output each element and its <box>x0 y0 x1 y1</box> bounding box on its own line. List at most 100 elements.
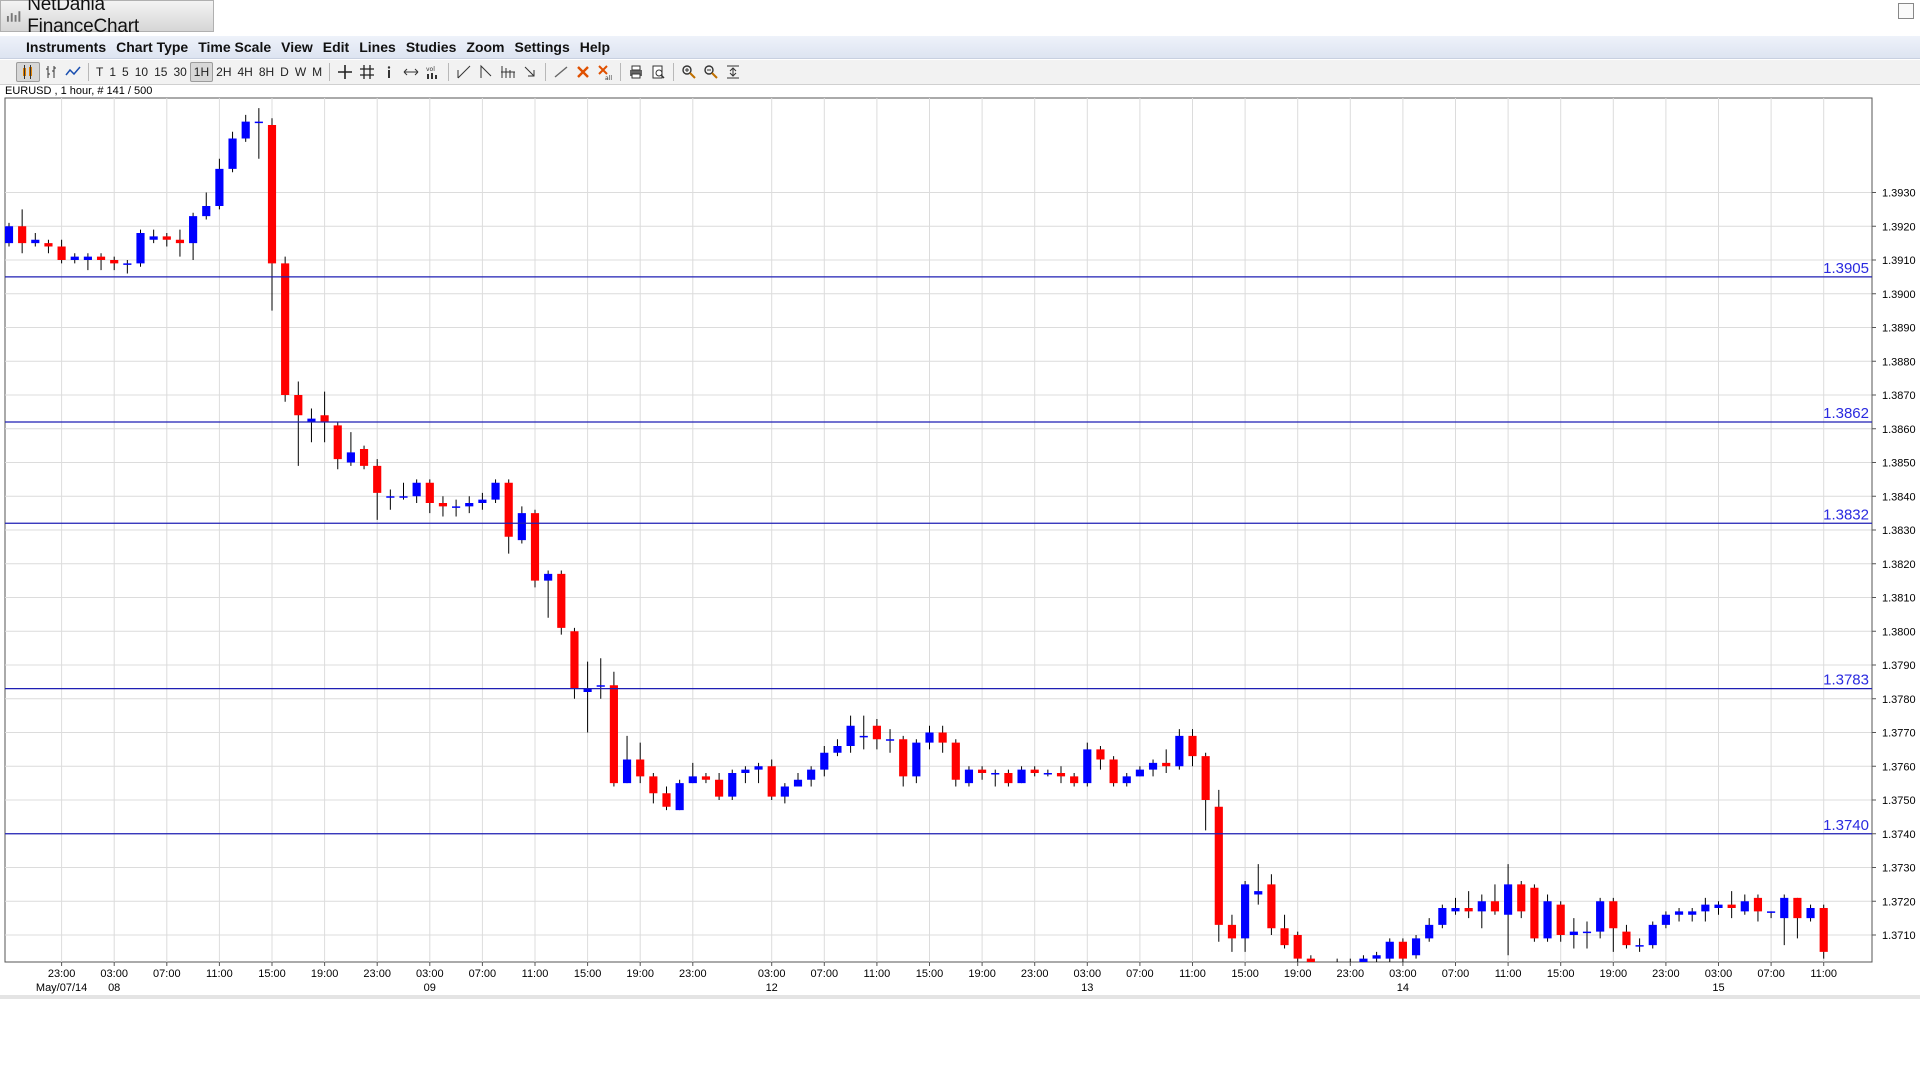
period-d-button[interactable]: D <box>280 65 289 79</box>
candle-down <box>1030 769 1039 773</box>
candle-up <box>622 759 632 784</box>
candle-up <box>1372 955 1381 959</box>
menu-time-scale[interactable]: Time Scale <box>198 39 272 55</box>
candle-up <box>1714 904 1723 908</box>
menu-help[interactable]: Help <box>579 39 611 55</box>
candle-up <box>1582 931 1592 934</box>
period-1h-button[interactable]: 1H <box>189 62 214 82</box>
zoom-out-icon[interactable] <box>700 63 722 81</box>
menu-instruments[interactable]: Instruments <box>26 39 107 55</box>
pan-icon[interactable] <box>400 63 422 81</box>
candle-down <box>1293 935 1302 959</box>
fib-icon[interactable] <box>475 63 497 81</box>
x-tick-label: 07:00 <box>469 968 497 980</box>
candle-up <box>228 138 237 169</box>
candle-up <box>544 573 553 581</box>
menu-settings[interactable]: Settings <box>514 39 570 55</box>
period-15-button[interactable]: 15 <box>154 65 168 79</box>
toolbar-separator <box>545 63 547 81</box>
period-1-button[interactable]: 1 <box>109 65 117 79</box>
candle-down <box>978 769 987 773</box>
y-tick-label: 1.3880 <box>1882 356 1916 368</box>
candle-up <box>202 206 211 217</box>
period-w-button[interactable]: W <box>294 65 307 79</box>
price-chart[interactable]: EURUSD , 1 hour, # 141 / 500 1.3710 1.3720… <box>0 84 1920 1002</box>
fit-icon[interactable] <box>722 63 744 81</box>
candle-down <box>1398 941 1407 959</box>
menu-edit[interactable]: Edit <box>322 39 350 55</box>
candlestick-icon[interactable] <box>16 62 40 82</box>
x-tick-label: 07:00 <box>1757 968 1785 980</box>
candle-up <box>820 752 829 770</box>
menu-lines[interactable]: Lines <box>359 39 396 55</box>
candle-down <box>110 260 119 264</box>
y-tick-label: 1.3890 <box>1882 323 1916 335</box>
x-tick-label: 19:00 <box>1600 968 1628 980</box>
x-tick-label: 19:00 <box>1284 968 1312 980</box>
candle-down <box>18 226 27 244</box>
candle-up <box>465 503 474 507</box>
restore-window-icon[interactable] <box>1898 3 1914 19</box>
menu-view[interactable]: View <box>281 39 313 55</box>
print-icon[interactable] <box>625 63 647 81</box>
period-2h-button[interactable]: 2H <box>216 65 232 79</box>
fan-icon[interactable] <box>497 63 519 81</box>
period-5-button[interactable]: 5 <box>122 65 129 79</box>
candle-down <box>557 573 566 628</box>
candle-down <box>1280 928 1289 946</box>
x-date-label: 12 <box>766 982 778 994</box>
candle-down <box>1727 904 1736 908</box>
period-t-button[interactable]: T <box>96 65 104 79</box>
trendline-icon[interactable] <box>453 63 475 81</box>
candle-up <box>136 233 145 264</box>
candle-up <box>83 256 92 260</box>
period-4h-button[interactable]: 4H <box>237 65 253 79</box>
period-30-button[interactable]: 30 <box>173 65 187 79</box>
candle-up <box>1740 901 1749 912</box>
candle-up <box>1017 769 1026 784</box>
candle-up <box>1411 938 1421 956</box>
info-icon[interactable] <box>378 63 400 81</box>
app-title: NetDania FinanceChart <box>27 0 139 37</box>
candles-group <box>5 108 1828 962</box>
candle-down <box>333 425 342 460</box>
zoom-in-icon[interactable] <box>678 63 700 81</box>
instrument-label: EURUSD , 1 hour, # 141 / 500 <box>5 85 152 97</box>
x-tick-label: 23:00 <box>363 968 391 980</box>
candle-down <box>1162 762 1171 767</box>
candle-up <box>1451 908 1460 912</box>
grid-icon[interactable] <box>356 63 378 81</box>
x-date-label: 14 <box>1397 982 1409 994</box>
print-preview-icon[interactable] <box>647 63 669 81</box>
period-8h-button[interactable]: 8H <box>258 65 275 79</box>
arrow-icon[interactable] <box>519 63 541 81</box>
draw-line-icon[interactable] <box>550 63 572 81</box>
level-label: 1.3783 <box>1823 672 1869 689</box>
delete-all-icon[interactable]: all <box>594 63 616 81</box>
period-10-button[interactable]: 10 <box>134 65 149 79</box>
candle-down <box>1464 908 1473 912</box>
x-tick-label: 23:00 <box>679 968 707 980</box>
period-m-button[interactable]: M <box>312 65 323 79</box>
line-chart-icon[interactable] <box>62 63 84 81</box>
volume-icon[interactable]: vol <box>422 63 444 81</box>
candle-up <box>1569 931 1578 935</box>
candle-up <box>991 773 1000 775</box>
x-tick-label: 15:00 <box>574 968 602 980</box>
menu-studies[interactable]: Studies <box>405 39 457 55</box>
delete-icon[interactable] <box>572 63 594 81</box>
menu-zoom[interactable]: Zoom <box>466 39 505 55</box>
crosshair-icon[interactable] <box>334 63 356 81</box>
x-tick-label: 03:00 <box>416 968 444 980</box>
candle-down <box>1188 735 1197 757</box>
candle-down <box>175 239 185 244</box>
ohlc-bars-icon[interactable] <box>40 63 62 81</box>
menu-chart-type[interactable]: Chart Type <box>116 39 189 55</box>
svg-text:all: all <box>605 75 612 80</box>
candle-down <box>438 503 448 507</box>
y-tick-label: 1.3790 <box>1882 660 1916 672</box>
candle-down <box>1267 884 1276 929</box>
candle-up <box>741 769 750 773</box>
x-tick-label: 03:00 <box>1074 968 1102 980</box>
x-tick-label: 07:00 <box>153 968 181 980</box>
